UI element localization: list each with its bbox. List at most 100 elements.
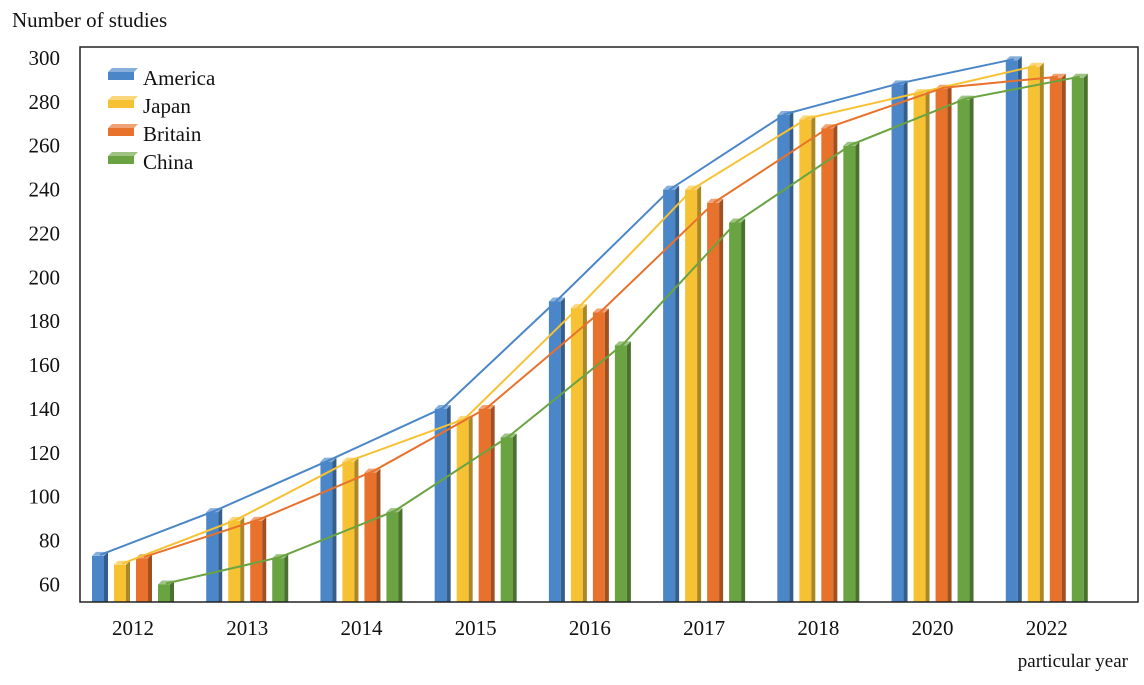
legend-item-china: China xyxy=(108,150,194,174)
bar-america-2012 xyxy=(92,551,108,602)
bar-japan-2020 xyxy=(913,89,930,602)
bar-side-face xyxy=(126,560,130,602)
bar-side-face xyxy=(104,551,108,602)
bar-side-face xyxy=(262,516,267,602)
y-axis-title: Number of studies xyxy=(12,8,167,32)
bar-front-face xyxy=(843,145,856,602)
y-tick-label: 280 xyxy=(29,90,61,114)
y-tick-label: 300 xyxy=(29,46,61,70)
bar-front-face xyxy=(891,84,904,603)
legend-label: China xyxy=(143,150,194,174)
bar-side-face xyxy=(490,404,495,602)
bar-america-2014 xyxy=(320,457,337,602)
bar-side-face xyxy=(170,580,174,602)
bar-side-face xyxy=(284,554,289,602)
y-tick-label: 80 xyxy=(39,529,60,553)
bar-front-face xyxy=(548,301,561,602)
bar-side-face xyxy=(947,84,952,603)
bar-britain-2013 xyxy=(250,516,267,602)
legend-label: America xyxy=(143,66,216,90)
y-tick-label: 260 xyxy=(29,134,61,158)
bar-side-face xyxy=(240,516,245,602)
plot-frame xyxy=(79,46,1139,603)
legend-swatch xyxy=(108,156,134,164)
x-tick-label: 2022 xyxy=(1026,616,1068,640)
bar-front-face xyxy=(614,345,627,602)
trend-lines-group xyxy=(99,58,1080,585)
x-tick-label: 2017 xyxy=(683,616,725,640)
bar-side-face xyxy=(148,554,152,602)
bar-side-face xyxy=(1017,56,1022,603)
y-axis-ticks: 60 80 100 120 140 160 180 200 220 240 260 280 300 xyxy=(29,46,61,596)
bar-side-face xyxy=(626,341,631,602)
y-tick-label: 240 xyxy=(29,178,61,202)
bar-britain-2014 xyxy=(364,468,381,602)
y-tick-label: 220 xyxy=(29,221,61,245)
bar-front-face xyxy=(1027,66,1040,603)
bar-japan-2014 xyxy=(342,457,359,602)
trend-line-japan xyxy=(121,64,1037,565)
bar-front-face xyxy=(707,202,720,602)
bar-front-face xyxy=(456,419,469,602)
bar-front-face xyxy=(799,119,812,602)
bar-side-face xyxy=(332,457,337,602)
bar-front-face xyxy=(729,222,742,603)
y-tick-label: 180 xyxy=(29,309,61,333)
bar-side-face xyxy=(560,297,565,602)
bar-front-face xyxy=(136,558,148,602)
legend-swatch-top xyxy=(108,124,138,128)
legend-swatch-top xyxy=(108,68,138,72)
bar-front-face xyxy=(935,88,948,603)
bar-america-2013 xyxy=(206,508,223,602)
legend-swatch-top xyxy=(108,152,138,156)
bar-china-2012 xyxy=(158,580,174,602)
bar-side-face xyxy=(789,111,794,602)
bar-front-face xyxy=(821,128,834,602)
legend-item-america: America xyxy=(108,66,216,90)
x-tick-label: 2013 xyxy=(226,616,268,640)
bar-front-face xyxy=(342,461,355,602)
bar-front-face xyxy=(1071,77,1084,602)
bar-side-face xyxy=(1039,62,1044,603)
legend-swatch-top xyxy=(108,96,138,100)
bar-front-face xyxy=(206,512,219,602)
bar-china-2017 xyxy=(729,218,746,603)
bar-china-2013 xyxy=(272,554,289,602)
bar-front-face xyxy=(1049,77,1062,602)
bar-side-face xyxy=(446,404,451,602)
bar-side-face xyxy=(925,89,930,602)
bar-japan-2022 xyxy=(1027,62,1044,603)
bar-front-face xyxy=(386,512,399,602)
bar-side-face xyxy=(697,185,702,602)
x-tick-label: 2012 xyxy=(112,616,154,640)
bar-america-2016 xyxy=(548,297,565,602)
bar-america-2020 xyxy=(891,80,908,603)
bar-side-face xyxy=(969,95,974,602)
bar-front-face xyxy=(777,115,790,602)
x-tick-label: 2016 xyxy=(569,616,611,640)
bar-front-face xyxy=(92,555,104,602)
y-tick-label: 140 xyxy=(29,397,61,421)
bar-britain-2022 xyxy=(1049,73,1066,602)
bar-side-face xyxy=(811,115,816,602)
bar-japan-2015 xyxy=(456,415,473,602)
bar-side-face xyxy=(468,415,473,602)
x-tick-label: 2018 xyxy=(797,616,839,640)
y-tick-label: 100 xyxy=(29,485,61,509)
bar-britain-2012 xyxy=(136,554,152,602)
bar-america-2018 xyxy=(777,111,794,602)
bar-britain-2015 xyxy=(478,404,495,602)
bar-front-face xyxy=(913,93,926,602)
bar-front-face xyxy=(228,520,241,602)
bar-japan-2016 xyxy=(570,304,587,602)
bar-front-face xyxy=(500,437,513,602)
bar-britain-2016 xyxy=(592,308,609,602)
bar-front-face xyxy=(434,408,447,602)
bar-front-face xyxy=(364,472,377,602)
x-axis-title: particular year xyxy=(1018,651,1129,672)
y-tick-label: 60 xyxy=(39,572,60,596)
bar-side-face xyxy=(1061,73,1066,602)
bar-side-face xyxy=(218,508,223,602)
bar-britain-2020 xyxy=(935,84,952,603)
